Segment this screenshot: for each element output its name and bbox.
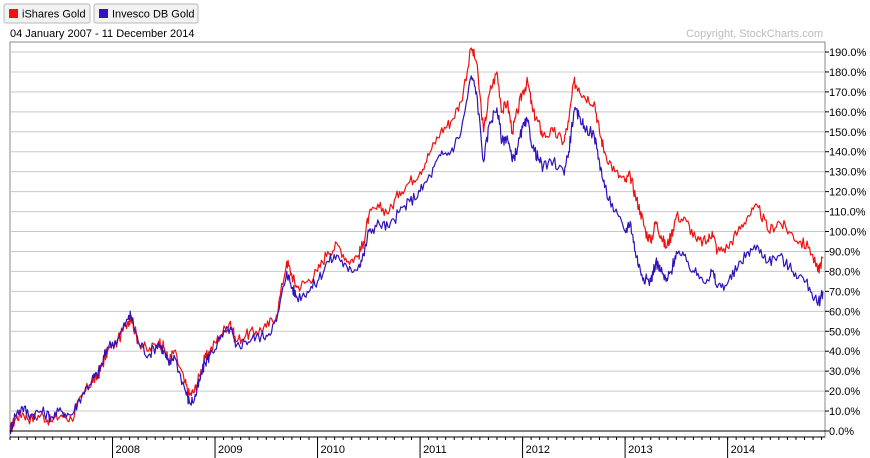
y-tick-label: 100.0% [829, 227, 867, 239]
y-tick-label: 170.0% [829, 87, 867, 99]
y-tick-label: 20.0% [829, 386, 860, 398]
x-axis: 2008 2009 2010 2011 2012 2013 2014 [9, 437, 823, 458]
x-tick-label: 2008 [116, 444, 140, 456]
x-tick-label: 2011 [423, 444, 447, 456]
x-tick-label: 2013 [628, 444, 652, 456]
y-tick-label: 60.0% [829, 306, 860, 318]
y-axis: 0.0% 10.0% 20.0% 30.0% 40.0% 50.0% 60.0% 70.0% 8… [825, 47, 867, 438]
x-tick-label: 2014 [731, 444, 755, 456]
legend-item-ishares[interactable]: iShares Gold [3, 3, 91, 24]
y-tick-label: 70.0% [829, 286, 860, 298]
x-tick-label: 2010 [321, 444, 345, 456]
y-tick-label: 180.0% [829, 67, 867, 79]
y-tick-label: 50.0% [829, 326, 860, 338]
y-tick-label: 80.0% [829, 266, 860, 278]
series-line-ishares [9, 47, 824, 433]
series-line-invesco [9, 75, 824, 435]
y-tick-label: 10.0% [829, 406, 860, 418]
series-layer [9, 47, 824, 435]
x-tick-label: 2009 [218, 444, 242, 456]
legend-item-invesco[interactable]: Invesco DB Gold [93, 3, 199, 24]
y-tick-label: 150.0% [829, 127, 867, 139]
legend-button-invesco[interactable] [93, 3, 199, 24]
y-tick-label: 110.0% [829, 207, 866, 219]
y-tick-label: 0.0% [829, 426, 854, 438]
y-tick-label: 130.0% [829, 167, 867, 179]
y-tick-label: 160.0% [829, 107, 867, 119]
date-range: 04 January 2007 - 11 December 2014 [10, 28, 194, 40]
y-tick-label: 30.0% [829, 366, 860, 378]
legend-button-ishares[interactable] [3, 3, 91, 24]
legend-swatch-ishares [9, 9, 18, 18]
y-tick-label: 120.0% [829, 187, 867, 199]
x-tick-label: 2012 [526, 444, 550, 456]
legend-label-ishares: iShares Gold [22, 9, 86, 21]
y-tick-label: 190.0% [829, 47, 867, 59]
y-tick-label: 90.0% [829, 246, 860, 258]
y-tick-label: 40.0% [829, 346, 860, 358]
legend-label-invesco: Invesco DB Gold [112, 9, 195, 21]
legend-swatch-invesco [99, 9, 108, 18]
copyright: Copyright, StockCharts.com [686, 28, 823, 40]
y-tick-label: 140.0% [829, 147, 867, 159]
